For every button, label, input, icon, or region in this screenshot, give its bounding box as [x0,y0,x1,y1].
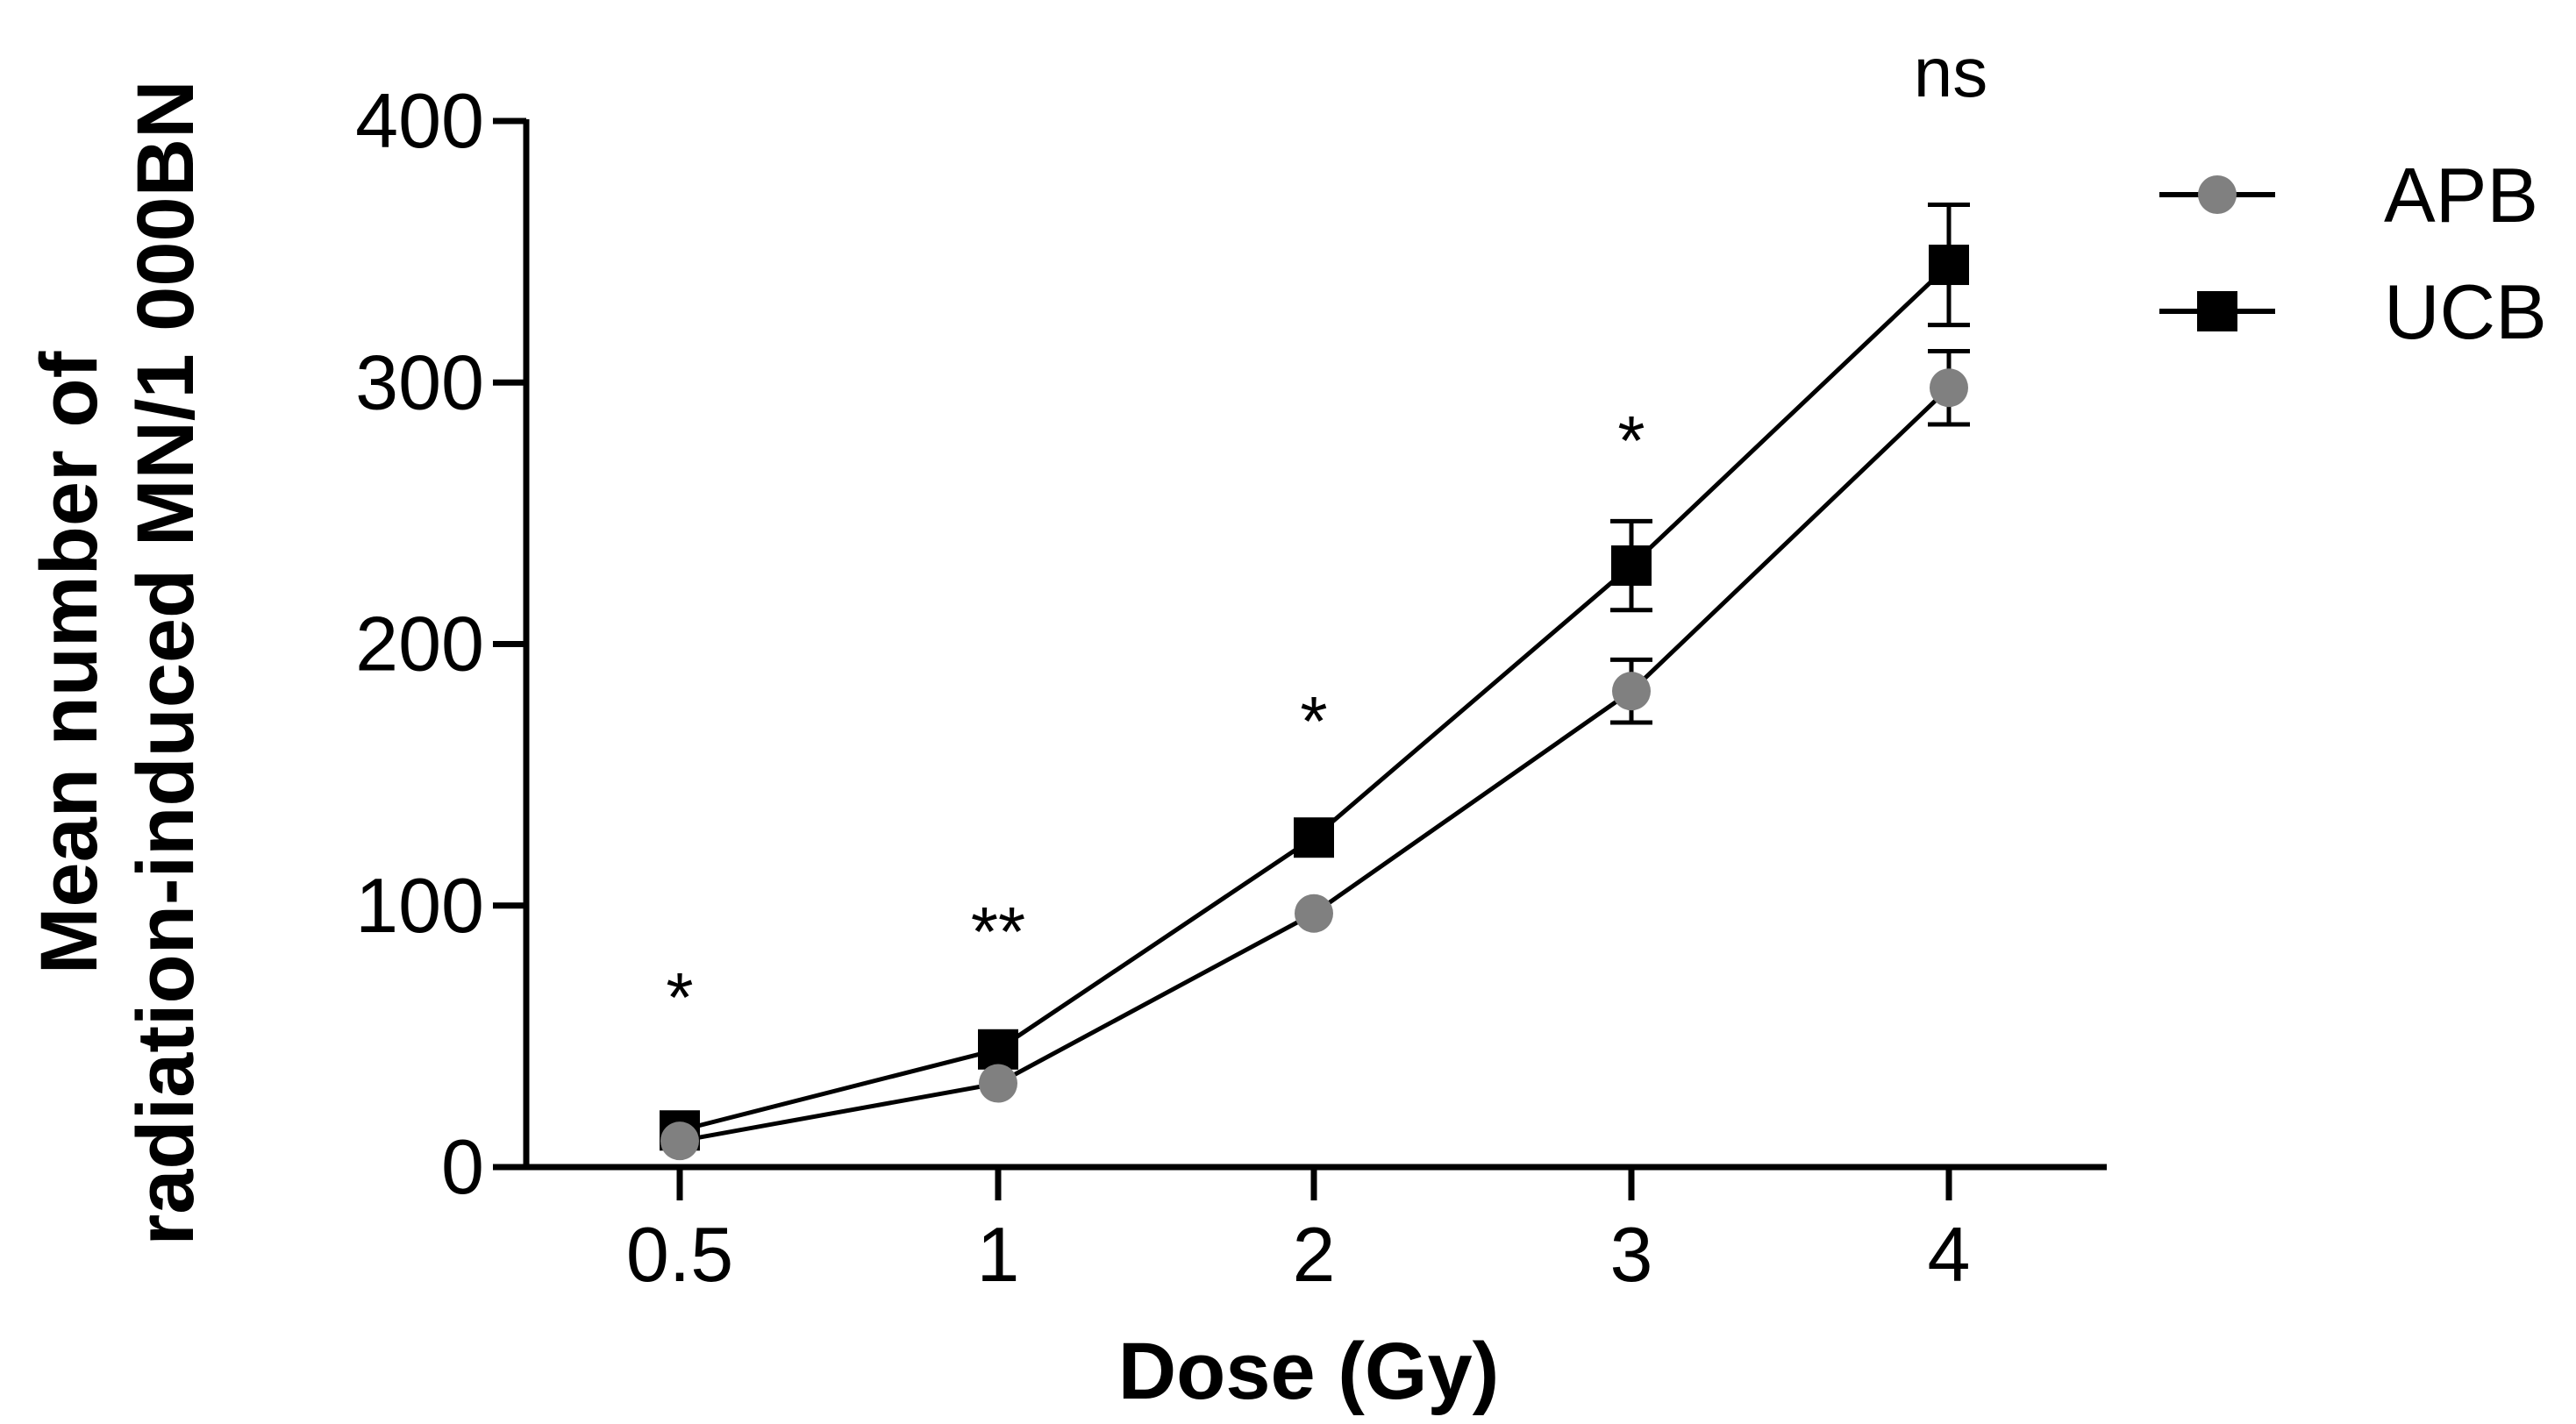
series-line-apb [679,386,1951,1143]
data-point-ucb [1611,545,1652,587]
legend-marker-apb [2198,175,2237,214]
y-axis-title-line-2: radiation-induced MN/1 000BN [121,80,211,1245]
data-point-apb [979,1064,1017,1103]
data-point-ucb [1294,817,1334,858]
data-point-ucb [1929,245,1969,286]
y-tick-label: 400 [355,77,484,164]
data-point-apb [1295,894,1333,933]
y-tick-label: 200 [355,601,484,687]
data-point-ucb [978,1029,1018,1070]
y-axis-title: Mean number of radiation-induced MN/1 00… [25,80,211,1245]
x-tick-label: 3 [1610,1211,1653,1298]
x-tick-label: 1 [977,1211,1020,1298]
y-tick-label: 0 [441,1123,484,1210]
x-axis-title: Dose (Gy) [1118,1327,1500,1416]
legend: APB UCB [2159,152,2547,355]
legend-label-ucb: UCB [2384,268,2547,355]
significance-label: ** [971,893,1025,971]
legend-marker-ucb [2197,291,2237,331]
data-point-apb [1612,672,1651,711]
significance-label: * [1617,402,1645,480]
significance-label: * [666,958,693,1036]
x-tick-label: 2 [1293,1211,1336,1298]
x-tick-label: 4 [1928,1211,1971,1298]
data-point-apb [1930,368,1968,408]
significance-label: ns [1914,33,1988,111]
significance-label: * [1300,682,1327,760]
legend-label-apb: APB [2384,152,2538,239]
y-axis-title-line-1: Mean number of [25,351,114,974]
data-point-apb [660,1121,699,1161]
x-tick-label: 0.5 [626,1211,733,1298]
y-tick-label: 300 [355,338,484,425]
y-tick-label: 100 [355,862,484,949]
